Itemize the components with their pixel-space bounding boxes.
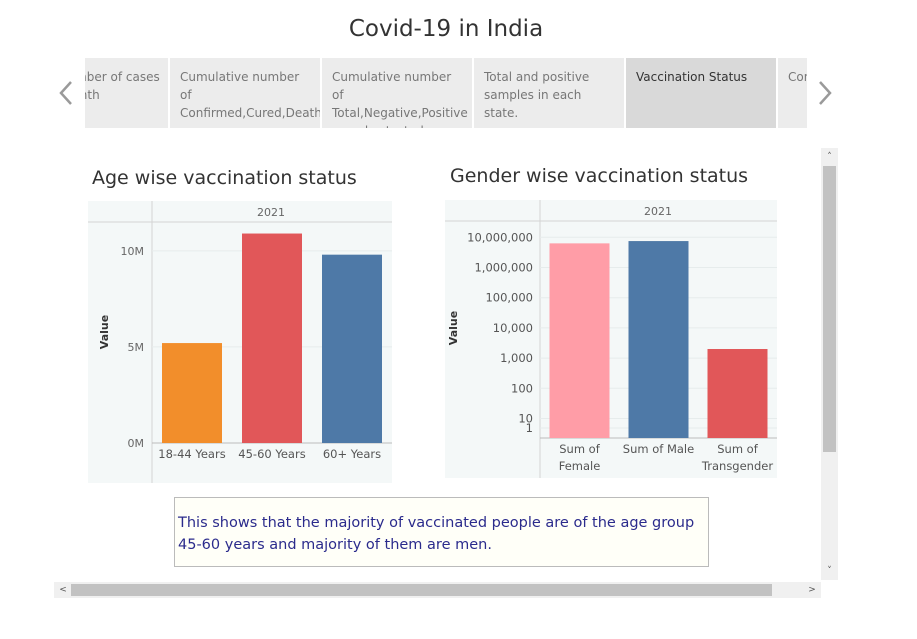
y-tick-label: 1,000 (500, 351, 533, 365)
category-label: 18-44 Years (158, 447, 225, 461)
next-story-button[interactable] (814, 78, 836, 108)
y-tick-label: 0M (128, 437, 145, 450)
gender-chart-title: Gender wise vaccination status (450, 165, 749, 187)
y-tick-label: 10,000,000 (467, 230, 533, 244)
category-label: Sum of Male (623, 442, 694, 456)
story-point-conclusion[interactable]: Conclusion (778, 58, 807, 128)
story-point-cumulative-cases[interactable]: Cumulative number of Confirmed,Cured,Dea… (170, 58, 320, 128)
story-point-monthly-cases[interactable]: Total number of cases each month (85, 58, 168, 128)
bar-sum-of-female[interactable] (549, 243, 610, 438)
column-header: 2021 (257, 206, 285, 219)
bar-60-years[interactable] (322, 254, 382, 443)
category-label: Sum of Transgender (701, 442, 773, 473)
y-tick-label: 10M (121, 245, 145, 258)
y-tick-label: 1 (526, 421, 533, 435)
category-label: 60+ Years (323, 447, 381, 461)
chevron-left-icon (59, 81, 72, 105)
column-header: 2021 (644, 205, 672, 218)
bar-sum-of-transgender[interactable] (707, 349, 768, 438)
y-tick-label: 10 (518, 412, 533, 426)
story-point-vaccination-status[interactable]: Vaccination Status (626, 58, 776, 128)
y-tick-label: 5M (128, 341, 145, 354)
scroll-up-icon[interactable]: ˄ (827, 152, 832, 162)
story-point-state-samples[interactable]: Total and positive samples in each state… (474, 58, 624, 128)
age-chart-title: Age wise vaccination status (92, 167, 357, 189)
chevron-right-icon (819, 81, 832, 105)
bar-18-44-years[interactable] (162, 343, 222, 443)
story-title: Covid-19 in India (348, 16, 544, 42)
y-axis-label: Value (447, 311, 460, 345)
y-tick-label: 100 (511, 381, 533, 395)
vertical-scrollbar[interactable]: ˄ ˅ (821, 148, 838, 580)
bar-sum-of-male[interactable] (628, 241, 689, 438)
story-navigator: Total number of cases each month Cumulat… (85, 58, 807, 128)
category-label: Sum of Female (559, 442, 601, 473)
category-label: 45-60 Years (238, 447, 305, 461)
y-tick-label: 10,000 (493, 321, 533, 335)
scroll-right-icon[interactable]: > (808, 585, 816, 595)
gender-vaccination-chart: 2021 Value 110 100 1,000 10,000 100,000 1,000… (445, 200, 777, 478)
y-tick-label: 100,000 (485, 291, 533, 305)
horizontal-scroll-thumb[interactable] (71, 584, 772, 596)
y-tick-label: 1,000,000 (474, 261, 533, 275)
conclusion-note: This shows that the majority of vaccinat… (174, 497, 709, 567)
y-axis-label: Value (98, 315, 111, 349)
story-point-samples-tested[interactable]: Cumulative number of Total,Negative,Posi… (322, 58, 472, 128)
bar-45-60-years[interactable] (242, 233, 302, 443)
age-vaccination-chart: 2021 Value 0M 5M 10M 18-44 Years 45-60 Year… (88, 201, 392, 483)
scroll-left-icon[interactable]: < (59, 585, 67, 595)
prev-story-button[interactable] (55, 78, 77, 108)
scroll-down-icon[interactable]: ˅ (827, 566, 832, 576)
horizontal-scrollbar[interactable]: < > (54, 582, 821, 598)
vertical-scroll-thumb[interactable] (823, 166, 836, 452)
